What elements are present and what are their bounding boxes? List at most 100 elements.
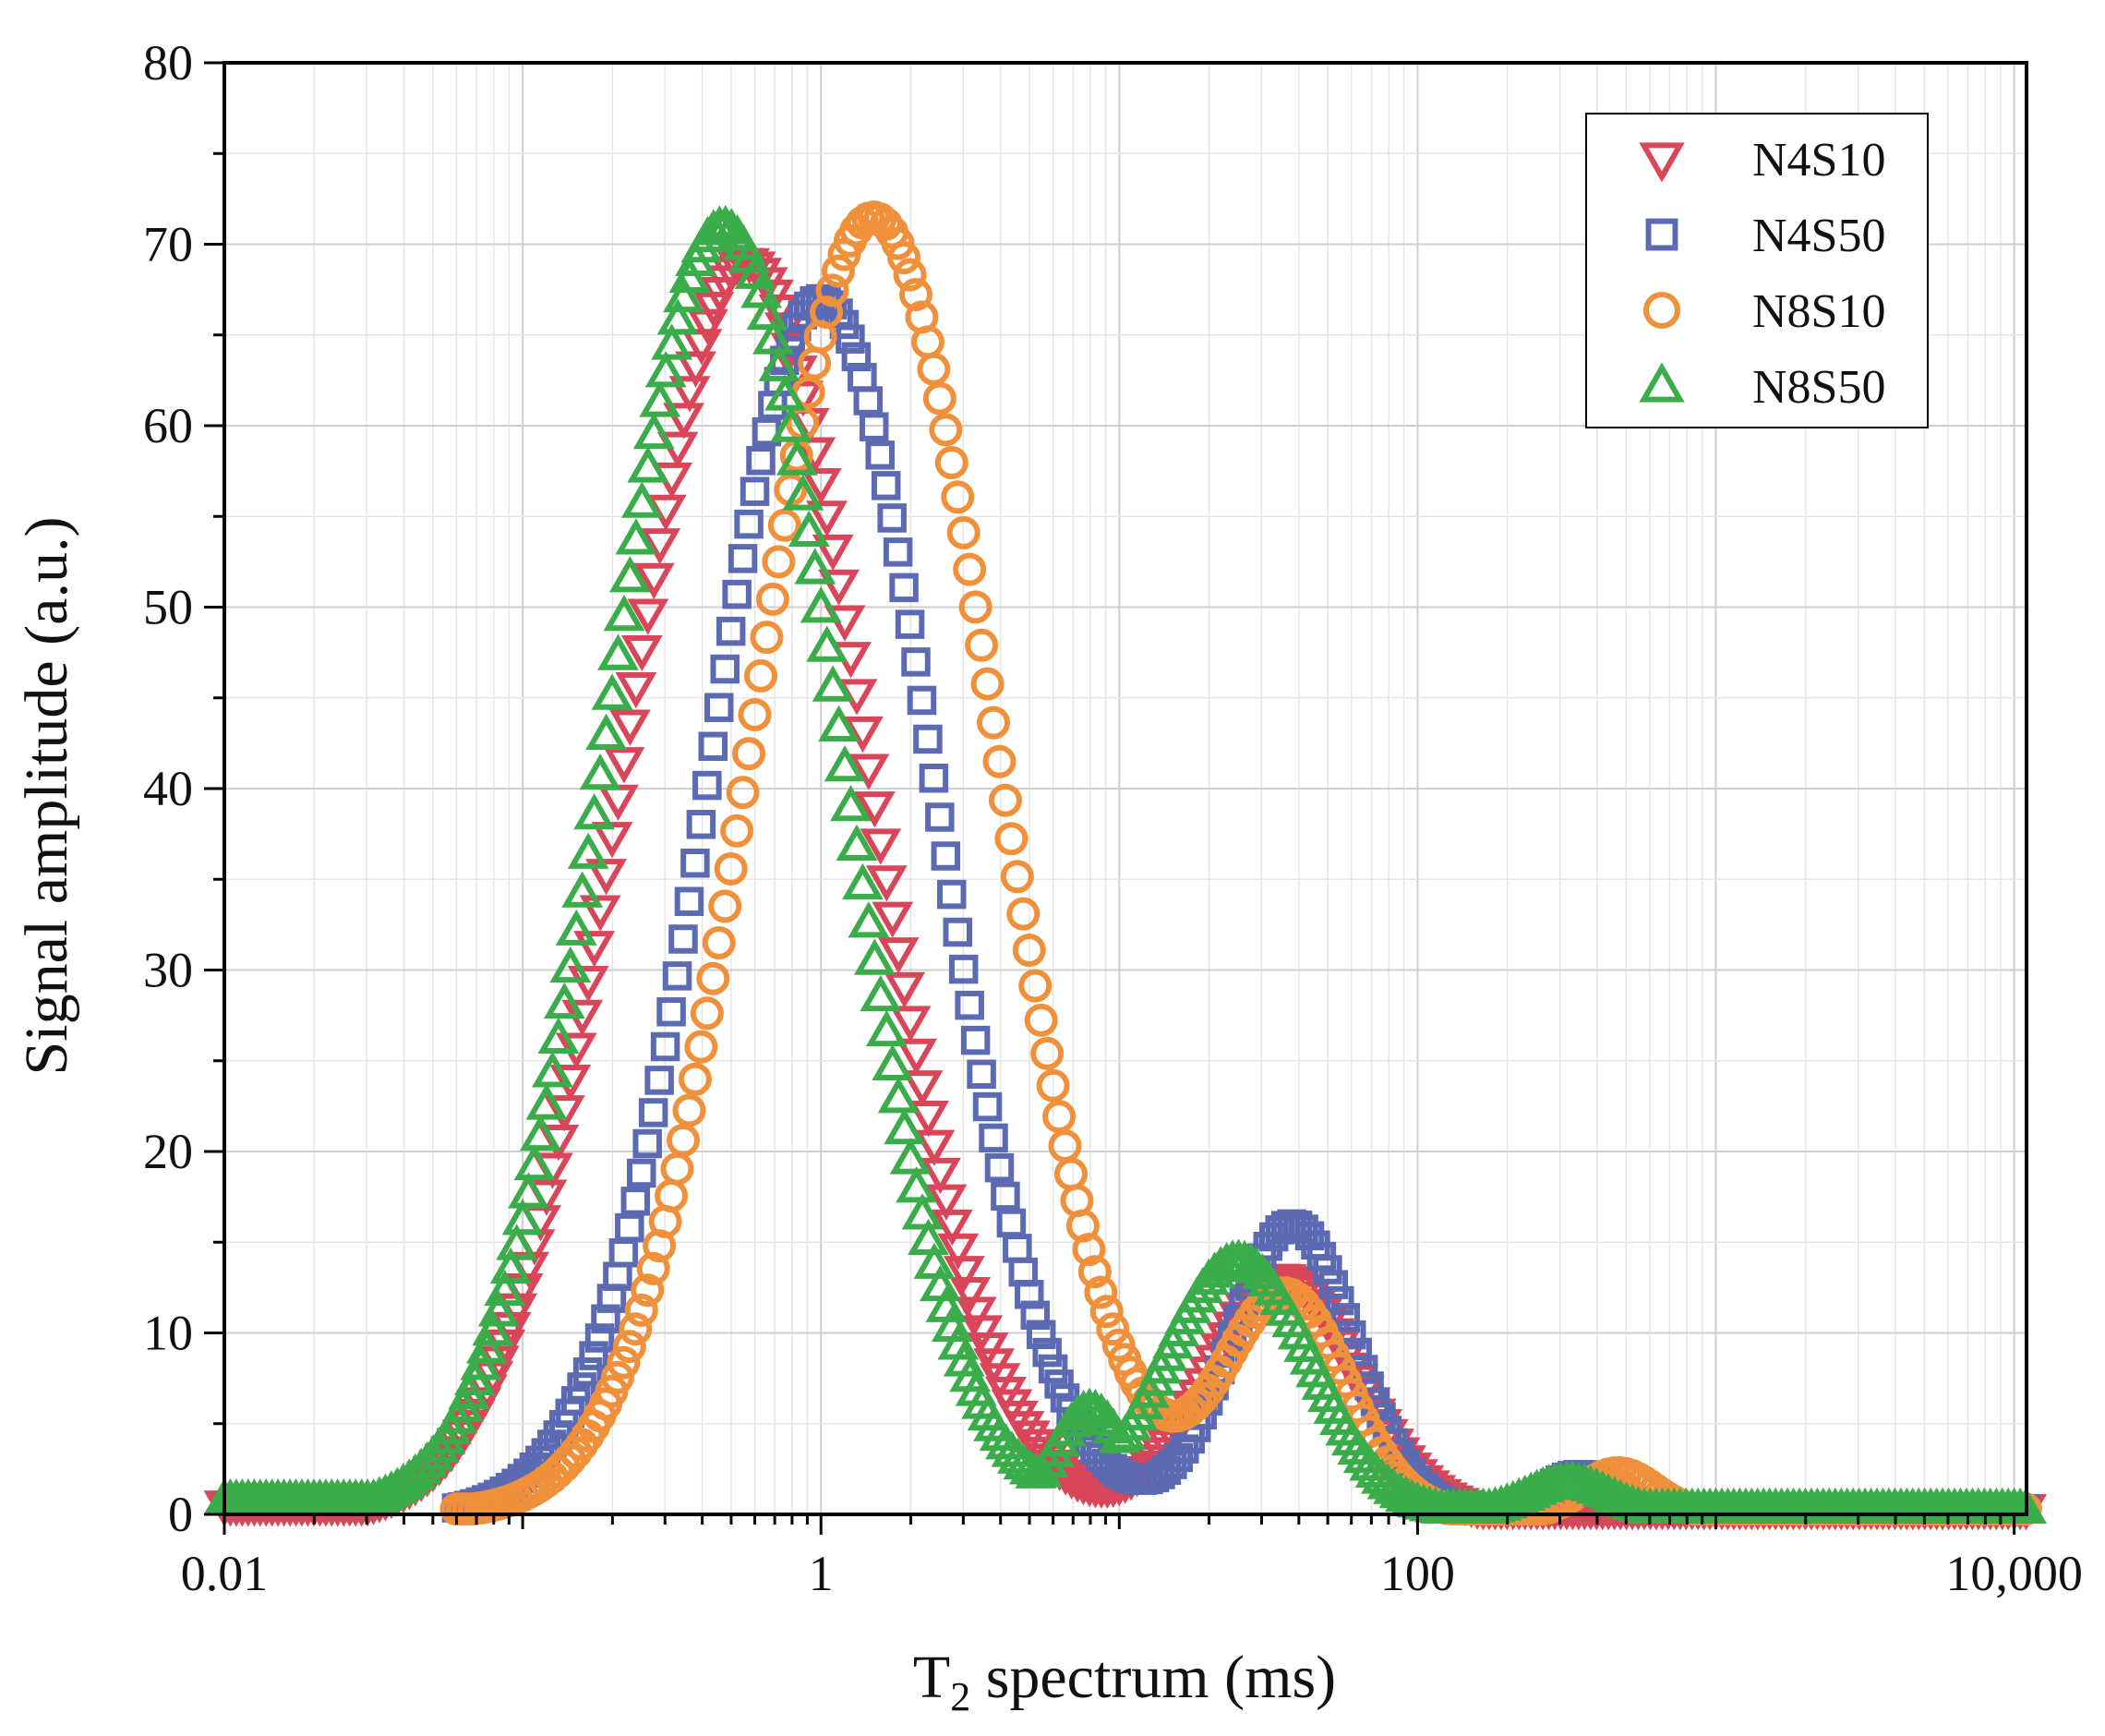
data-point-N4S50 [567, 1372, 596, 1402]
data-point-N4S50 [860, 412, 889, 441]
data-point-N8S50 [651, 323, 693, 360]
data-point-N8S50 [496, 1224, 538, 1260]
data-point-N8S50 [830, 785, 872, 822]
data-point-N8S50 [824, 744, 866, 782]
data-point-N8S50 [520, 1114, 561, 1151]
data-point-N4S10 [913, 1129, 956, 1166]
data-point-N8S10 [655, 1179, 689, 1213]
data-point-N8S10 [708, 889, 742, 923]
data-point-N8S50 [812, 665, 854, 702]
data-point-N8S10 [1077, 1255, 1112, 1289]
series-N8S50 [203, 204, 2047, 1525]
y-tick-label: 40 [143, 761, 193, 816]
data-point-N8S50 [901, 1193, 944, 1230]
data-point-N4S50 [948, 954, 979, 984]
data-point-N8S50 [489, 1247, 532, 1284]
data-point-N8S50 [896, 1166, 938, 1203]
data-point-N4S10 [860, 828, 902, 865]
data-point-N4S10 [853, 791, 896, 828]
data-point-N4S10 [573, 931, 616, 968]
data-point-N8S50 [663, 275, 705, 313]
data-point-N8S50 [746, 293, 788, 331]
data-point-N8S10 [982, 744, 1016, 778]
data-point-N4S50 [871, 471, 901, 500]
data-point-N4S50 [584, 1323, 615, 1353]
data-point-N8S50 [579, 753, 621, 790]
data-point-N8S10 [755, 582, 789, 616]
data-point-N8S10 [965, 628, 999, 662]
data-point-N8S10 [958, 590, 992, 624]
data-point-N8S10 [1018, 969, 1052, 1003]
data-point-N4S50 [1032, 1337, 1062, 1368]
data-point-N8S50 [513, 1143, 556, 1181]
x-tick-label: 100 [1380, 1546, 1455, 1601]
data-point-N8S10 [899, 278, 933, 312]
data-point-N4S10 [901, 1070, 944, 1107]
y-tick-label: 30 [143, 943, 193, 998]
legend-symbol-N8S10 [1643, 292, 1680, 329]
data-point-N8S50 [472, 1309, 514, 1346]
data-point-N4S50 [895, 609, 925, 639]
data-point-N8S10 [821, 254, 855, 288]
data-point-N8S10 [934, 445, 968, 479]
data-point-N8S10 [600, 1360, 634, 1394]
data-point-N8S10 [994, 822, 1028, 856]
data-point-N4S10 [872, 901, 914, 938]
data-point-N4S10 [615, 672, 657, 709]
data-point-N8S50 [656, 298, 699, 335]
data-point-N4S10 [949, 1276, 992, 1314]
data-point-N4S50 [698, 731, 728, 762]
data-point-N8S50 [794, 548, 836, 585]
data-point-N8S50 [776, 439, 818, 476]
data-point-N8S10 [660, 1151, 694, 1186]
data-point-N8S50 [877, 1077, 920, 1114]
data-point-N4S10 [639, 528, 681, 565]
data-point-N8S50 [597, 633, 639, 670]
series-layer [203, 200, 2047, 1531]
data-point-N4S10 [543, 1095, 585, 1132]
data-point-N4S50 [937, 879, 967, 910]
data-point-N4S10 [632, 562, 675, 599]
data-point-N8S10 [624, 1293, 658, 1327]
legend-label: N8S50 [1752, 361, 1885, 414]
data-point-N8S10 [1036, 1068, 1070, 1103]
data-point-N4S10 [877, 937, 920, 974]
data-point-N4S50 [704, 693, 734, 722]
data-point-N4S10 [794, 437, 836, 474]
data-point-N8S10 [743, 658, 777, 693]
data-point-N4S50 [883, 537, 913, 567]
data-point-N4S50 [680, 848, 710, 878]
data-point-N4S10 [579, 895, 621, 932]
data-point-N8S50 [782, 474, 824, 511]
data-point-N8S50 [770, 405, 812, 442]
data-point-N4S10 [908, 1101, 949, 1138]
data-point-N8S50 [603, 594, 645, 632]
data-point-N8S50 [865, 1009, 908, 1047]
data-point-N8S10 [714, 851, 748, 886]
data-point-N4S10 [603, 747, 645, 784]
data-point-N8S50 [573, 793, 616, 830]
data-point-N8S50 [531, 1051, 573, 1088]
data-point-N4S10 [865, 865, 908, 902]
data-point-N4S50 [972, 1091, 1003, 1122]
data-point-N8S50 [758, 344, 800, 381]
data-point-N4S50 [668, 924, 698, 954]
data-point-N8S50 [585, 713, 627, 751]
data-point-N8S50 [484, 1269, 526, 1307]
data-point-N8S50 [644, 351, 687, 388]
data-point-N8S10 [619, 1312, 653, 1346]
data-point-N4S50 [913, 724, 943, 754]
data-point-N8S50 [818, 705, 860, 741]
data-point-N4S10 [889, 1006, 932, 1043]
data-point-N8S50 [853, 938, 896, 975]
data-point-N8S50 [567, 832, 609, 869]
data-point-N4S10 [920, 1157, 961, 1195]
data-point-N8S50 [2005, 1487, 2047, 1525]
data-point-N4S50 [996, 1208, 1027, 1238]
data-point-N8S10 [672, 1093, 706, 1127]
data-point-N8S10 [762, 545, 796, 579]
data-point-N8S10 [720, 814, 754, 848]
data-point-N8S50 [788, 510, 830, 548]
data-point-N8S50 [752, 318, 794, 355]
x-axis-title-subscript: 2 [950, 1674, 970, 1719]
